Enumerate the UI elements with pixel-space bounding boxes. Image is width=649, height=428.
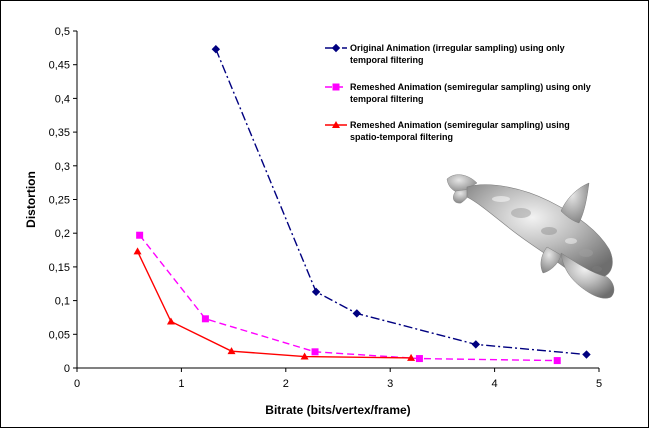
x-tick-label: 1 — [178, 378, 184, 390]
data-point-original-irregular — [311, 287, 321, 297]
axes: 0 0,05 0,1 0,15 0,2 0,25 0,3 0,35 0,4 0,45 0,5 0 1 2 3… — [24, 26, 602, 417]
series-original-irregular — [211, 44, 591, 359]
data-point-remeshed-temporal — [553, 357, 561, 365]
data-point-remeshed-spatio-temporal — [166, 317, 175, 325]
data-point-original-irregular — [211, 44, 221, 54]
dolphin-head — [560, 252, 615, 299]
legend-entry-remeshed-temporal: Remeshed Animation (semiregular sampling… — [325, 82, 591, 104]
x-tick-label: 4 — [492, 378, 498, 390]
data-point-remeshed-spatio-temporal — [227, 347, 236, 355]
data-point-original-irregular — [352, 309, 361, 318]
data-point-remeshed-spatio-temporal — [300, 352, 309, 360]
y-tick-label: 0 — [64, 363, 70, 375]
y-tick-label: 0,3 — [55, 161, 70, 173]
legend-marker — [331, 43, 341, 53]
data-point-remeshed-temporal — [311, 348, 319, 356]
data-point-remeshed-temporal — [415, 355, 423, 363]
dolphin-dorsal-fin — [560, 182, 590, 224]
legend-label: Remeshed Animation (semiregular sampling… — [350, 82, 591, 92]
x-tick-label: 3 — [387, 378, 393, 390]
y-tick-label: 0,1 — [55, 296, 70, 308]
series-remeshed-temporal — [136, 231, 561, 365]
x-axis-title: Bitrate (bits/vertex/frame) — [265, 403, 410, 417]
legend-label: Remeshed Animation (semiregular sampling… — [350, 120, 570, 130]
legend-marker — [332, 121, 340, 128]
y-tick-label: 0,4 — [55, 93, 70, 105]
data-point-remeshed-spatio-temporal — [407, 353, 416, 361]
legend-label: spatio-temporal filtering — [350, 132, 453, 142]
y-tick-label: 0,45 — [49, 60, 70, 72]
data-point-remeshed-temporal — [201, 315, 209, 323]
legend-entry-original-irregular: Original Animation (irregular sampling) … — [325, 43, 565, 65]
x-tick-label: 0 — [74, 378, 80, 390]
y-tick-label: 0,15 — [49, 262, 70, 274]
legend-entry-remeshed-spatio-temporal: Remeshed Animation (semiregular sampling… — [325, 120, 570, 142]
series-remeshed-spatio-temporal — [133, 247, 416, 361]
y-axis-title: Distortion — [24, 171, 38, 228]
y-tick-label: 0,25 — [49, 195, 70, 207]
x-tick-label: 2 — [283, 378, 289, 390]
legend-label: temporal filtering — [350, 94, 424, 104]
data-point-remeshed-temporal — [136, 231, 144, 239]
data-point-remeshed-spatio-temporal — [133, 247, 142, 255]
y-tick-label: 0,35 — [49, 127, 70, 139]
x-tick-label: 5 — [596, 378, 602, 390]
legend-marker — [332, 83, 340, 91]
y-tick-label: 0,5 — [55, 26, 70, 38]
legend-label: temporal filtering — [350, 55, 424, 65]
data-point-original-irregular — [471, 340, 481, 349]
series-layer — [133, 44, 591, 365]
data-point-original-irregular — [582, 350, 591, 359]
y-tick-label: 0,05 — [49, 329, 70, 341]
legend-label: Original Animation (irregular sampling) … — [350, 43, 565, 53]
dolphin-pectoral-fin — [540, 246, 562, 274]
legend: Original Animation (irregular sampling) … — [325, 43, 591, 142]
dolphin-mesh-image — [446, 174, 615, 299]
y-tick-label: 0,2 — [55, 228, 70, 240]
